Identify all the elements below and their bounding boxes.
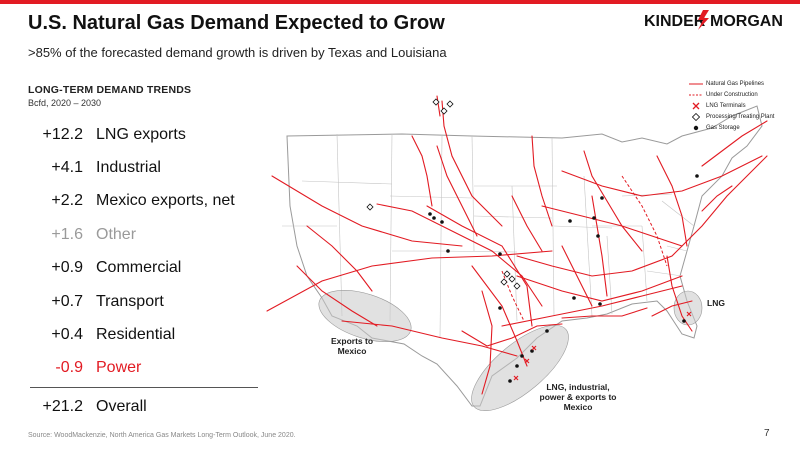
demand-label: Industrial [96, 159, 161, 177]
demand-label: Other [96, 225, 137, 243]
legend-label: Gas Storage [706, 124, 740, 131]
logo-text-left: KINDER [644, 13, 706, 30]
total-divider [30, 387, 258, 389]
demand-label: Mexico exports, net [96, 192, 235, 210]
page-subtitle: >85% of the forecasted demand growth is … [28, 45, 447, 60]
legend-label: Natural Gas Pipelines [706, 80, 765, 87]
kinder-morgan-logo: KINDER MORGAN [644, 10, 783, 30]
demand-row-transport: +0.7 Transport [28, 285, 258, 318]
demand-total-label: Overall [96, 397, 147, 415]
demand-value: +0.7 [51, 292, 83, 310]
demand-value: -0.9 [55, 359, 83, 377]
dashed-line-icon [688, 92, 704, 98]
demand-row-lng-exports: +12.2 LNG exports [28, 118, 258, 151]
legend-item-pipelines: Natural Gas Pipelines [688, 78, 798, 89]
legend-item-gas-storage: Gas Storage [688, 122, 798, 133]
demand-list: +12.2 LNG exports +4.1 Industrial +2.2 M… [28, 118, 258, 424]
demand-value: +0.9 [51, 259, 83, 277]
pipeline-map [266, 95, 768, 412]
gulf-coast-region [471, 324, 569, 412]
demand-section-units: Bcfd, 2020 – 2030 [28, 98, 102, 108]
page-number: 7 [764, 428, 770, 439]
demand-value: +12.2 [42, 125, 83, 143]
callout-lng: LNG [704, 298, 728, 308]
demand-label: LNG exports [96, 125, 186, 143]
demand-value: +4.1 [51, 159, 83, 177]
legend-label: LNG Terminals [706, 102, 746, 109]
callout-gulf-text: LNG, industrial, power & exports to Mexi… [539, 382, 617, 412]
callout-mexico-exports: Exports to Mexico [322, 336, 382, 356]
source-note: Source: WoodMackenzie, North America Gas… [28, 432, 296, 439]
demand-label: Residential [96, 326, 176, 344]
logo-text-right: MORGAN [710, 13, 783, 30]
demand-row-power: -0.9 Power [28, 352, 258, 385]
legend-item-processing: Processing/Treating Plant [688, 111, 798, 122]
demand-row-industrial: +4.1 Industrial [28, 151, 258, 184]
demand-row-overall: +21.2 Overall [28, 390, 258, 423]
demand-row-commercial: +0.9 Commercial [28, 252, 258, 285]
lng-terminal-icon [688, 102, 704, 110]
callout-mexico-text: Exports to Mexico [330, 336, 374, 356]
callout-lng-text: LNG [707, 298, 725, 308]
demand-total-value: +21.2 [42, 397, 83, 415]
legend-item-under-construction: Under Construction [688, 89, 798, 100]
pipeline-under-construction [501, 175, 668, 322]
top-accent-bar [0, 0, 800, 4]
lightning-icon [698, 10, 709, 30]
page-title: U.S. Natural Gas Demand Expected to Grow [28, 12, 445, 34]
demand-label: Power [96, 359, 142, 377]
legend-item-lng-terminals: LNG Terminals [688, 100, 798, 111]
highlight-regions [318, 290, 703, 412]
demand-row-residential: +0.4 Residential [28, 318, 258, 351]
map-legend: Natural Gas Pipelines Under Construction… [688, 78, 798, 133]
callout-gulf-coast: LNG, industrial, power & exports to Mexi… [528, 382, 628, 412]
demand-value: +0.4 [51, 326, 83, 344]
demand-row-mexico-exports: +2.2 Mexico exports, net [28, 185, 258, 218]
legend-label: Under Construction [706, 91, 758, 98]
processing-plants [366, 98, 521, 290]
solid-line-icon [688, 81, 704, 87]
lng-terminals [513, 311, 692, 381]
demand-section-title: LONG-TERM DEMAND TRENDS [28, 84, 192, 96]
demand-value: +1.6 [51, 225, 83, 243]
demand-row-other: +1.6 Other [28, 218, 258, 251]
demand-label: Transport [96, 292, 164, 310]
legend-label: Processing/Treating Plant [706, 113, 775, 120]
demand-value: +2.2 [51, 192, 83, 210]
east-coast-lng-region [673, 290, 703, 326]
pipeline-network [266, 95, 768, 395]
diamond-icon [688, 112, 704, 121]
demand-label: Commercial [96, 259, 182, 277]
dot-icon [688, 124, 704, 132]
gas-storage-sites [428, 174, 699, 383]
